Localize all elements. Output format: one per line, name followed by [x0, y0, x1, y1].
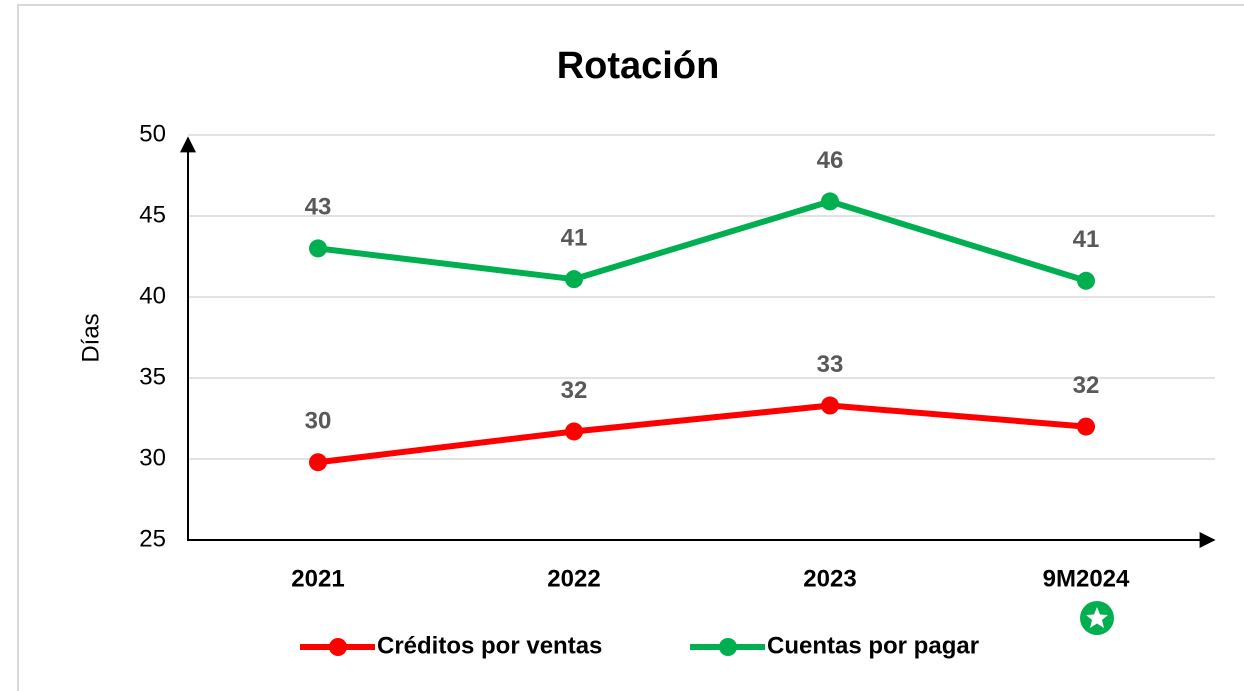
point	[1077, 271, 1095, 290]
point	[309, 453, 327, 472]
x-tick-label: 9M2024	[1043, 565, 1130, 592]
legend-marker	[719, 638, 737, 656]
point	[565, 270, 583, 289]
y-tick-label: 30	[139, 444, 166, 471]
x-tick-label: 2022	[547, 565, 600, 592]
grid	[188, 134, 1215, 541]
legend-label: Créditos por ventas	[377, 632, 602, 659]
point	[821, 192, 839, 211]
data-label: 41	[1073, 226, 1100, 253]
y-tick-label: 25	[139, 525, 166, 552]
y-tick-label: 35	[139, 363, 166, 390]
data-label: 32	[1073, 372, 1100, 399]
plot: 30 32 33 32 43 41 46 41	[305, 147, 1100, 472]
data-label: 43	[305, 194, 332, 221]
legend-label: Cuentas por pagar	[767, 632, 979, 659]
x-tick-label: 2021	[291, 565, 344, 592]
legend-marker	[329, 638, 347, 656]
point	[309, 239, 327, 258]
data-label: 46	[817, 147, 844, 174]
x-tick-label: 2023	[803, 565, 856, 592]
series-line	[317, 198, 1087, 284]
point	[821, 396, 839, 415]
series-line	[317, 402, 1087, 466]
y-tick-label: 50	[139, 120, 166, 147]
chart-title: Rotación	[557, 45, 720, 87]
frame	[17, 4, 1244, 691]
y-tick-label: 40	[139, 282, 166, 309]
y-tick-label: 45	[139, 201, 166, 228]
y-axis-label: Días	[77, 313, 104, 362]
point	[1077, 417, 1095, 436]
data-label: 32	[561, 377, 588, 404]
data-label: 41	[561, 225, 588, 252]
point	[565, 422, 583, 441]
data-label: 30	[305, 408, 332, 435]
star-icon	[1080, 601, 1114, 635]
data-label: 33	[817, 351, 844, 378]
